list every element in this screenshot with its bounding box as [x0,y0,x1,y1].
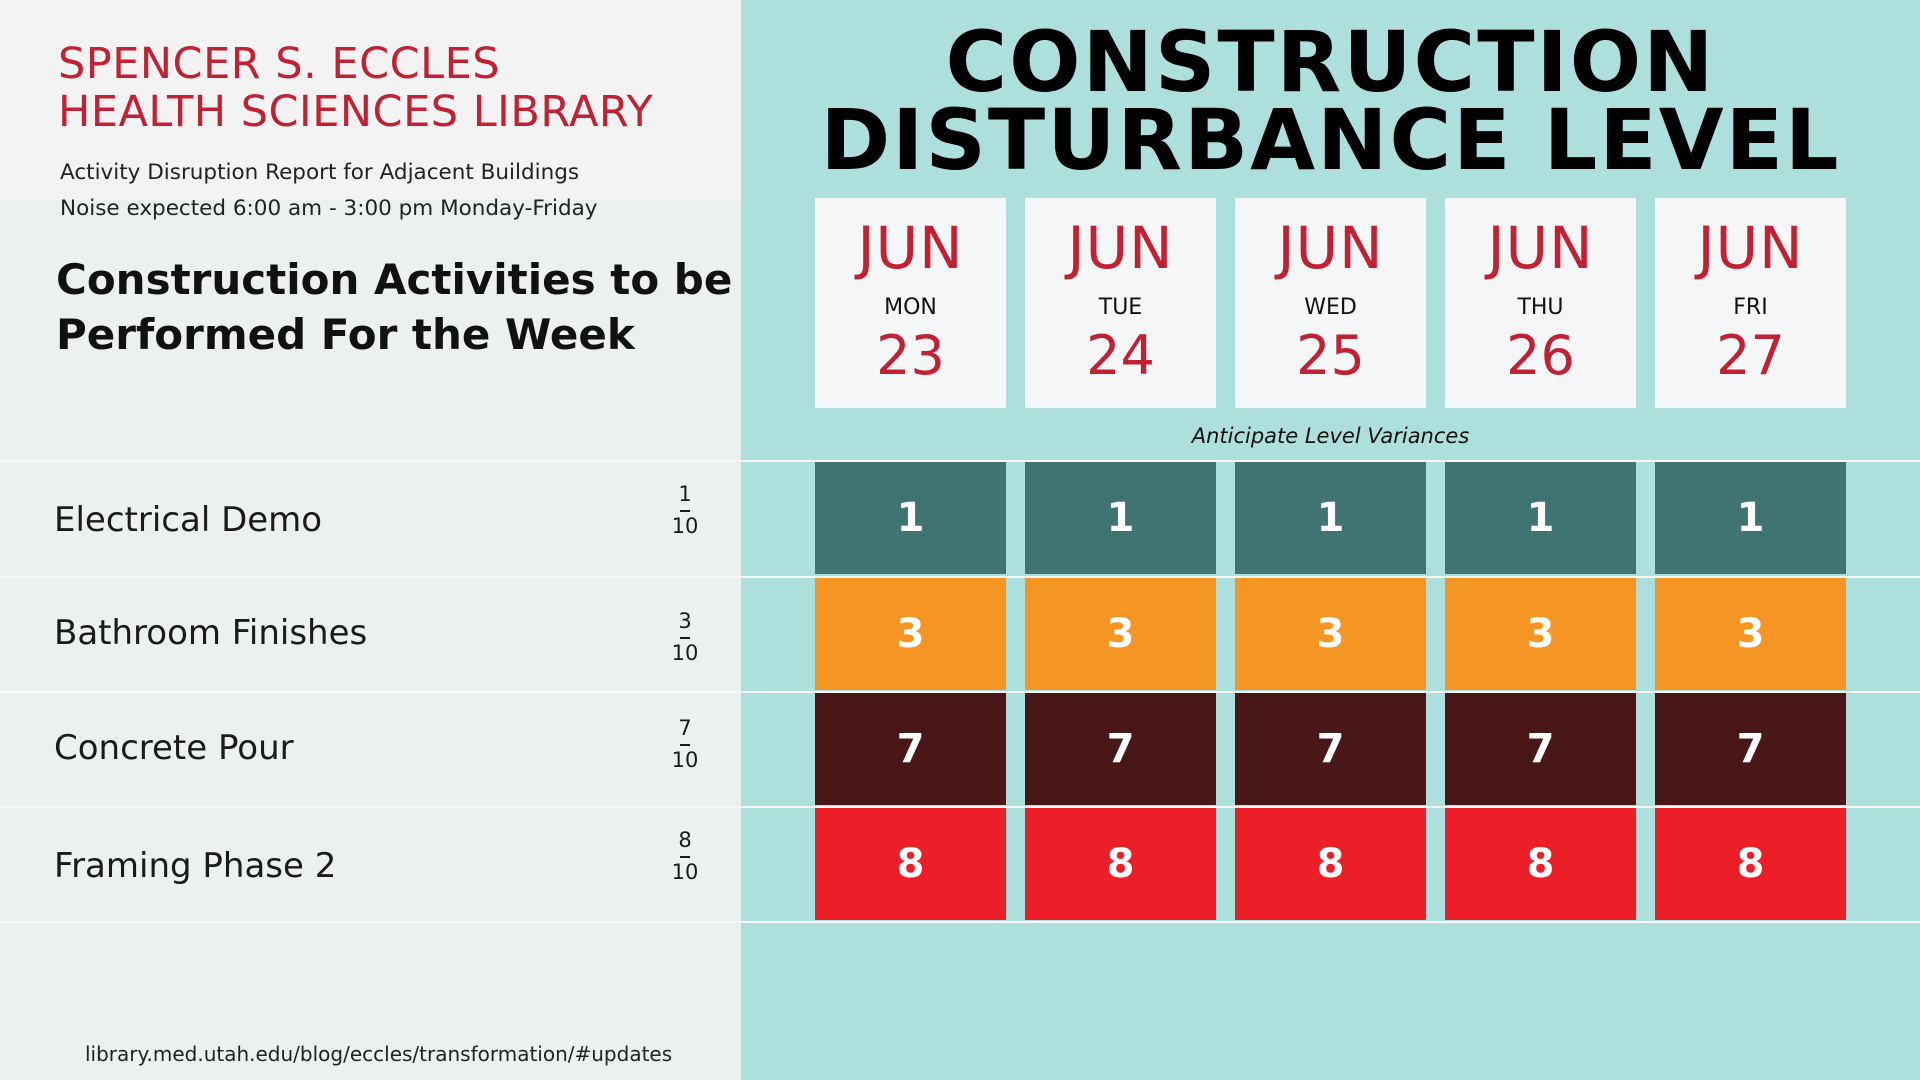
noise-schedule: Noise expected 6:00 am - 3:00 pm Monday-… [60,196,598,221]
page-title-line1: CONSTRUCTION [945,13,1716,111]
level-cell: 7 [1445,693,1636,805]
fraction-denominator: 10 [671,860,699,884]
fraction-numerator: 1 [678,482,692,506]
row-divider [0,576,1920,578]
left-header-panel [0,0,741,200]
level-cell: 7 [1025,693,1216,805]
activity-label: Bathroom Finishes [54,613,368,653]
fraction-denominator: 10 [671,641,699,665]
date-month: JUN [1277,214,1384,282]
level-cell: 7 [1235,693,1426,805]
date-weekday: TUE [1098,295,1143,320]
activities-heading-line2: Performed For the Week [56,310,635,359]
level-cell: 1 [1235,462,1426,574]
date-number: 24 [1086,324,1155,387]
level-cell: 8 [1025,808,1216,920]
level-cell: 1 [1025,462,1216,574]
date-card-thu: JUN THU 26 [1445,198,1636,408]
date-weekday: FRI [1733,295,1768,320]
level-cell: 3 [1025,578,1216,690]
page-title-line2: DISTURBANCE LEVEL [820,91,1841,189]
date-card-fri: JUN FRI 27 [1655,198,1846,408]
fraction-denominator: 10 [671,514,699,538]
fraction-bar [680,510,690,512]
level-cell: 7 [1655,693,1846,805]
disturbance-fraction: 1 10 [668,482,702,538]
row-divider [0,691,1920,693]
date-month: JUN [1067,214,1174,282]
level-cell: 1 [1655,462,1846,574]
level-cell: 8 [1655,808,1846,920]
level-cell: 3 [1235,578,1426,690]
level-cell: 3 [815,578,1006,690]
date-number: 26 [1506,324,1575,387]
date-weekday: MON [884,295,937,320]
date-weekday: THU [1517,295,1564,320]
date-month: JUN [1487,214,1594,282]
footer-url: library.med.utah.edu/blog/eccles/transfo… [85,1042,673,1066]
date-month: JUN [857,214,964,282]
level-cell: 1 [815,462,1006,574]
date-number: 27 [1716,324,1785,387]
date-month: JUN [1697,214,1804,282]
fraction-numerator: 8 [678,828,692,852]
variance-note: Anticipate Level Variances [1191,424,1470,448]
fraction-bar [680,744,690,746]
disturbance-fraction: 8 10 [668,828,702,884]
date-card-wed: JUN WED 25 [1235,198,1426,408]
library-name-line1: SPENCER S. ECCLES [58,39,501,89]
report-subtitle: Activity Disruption Report for Adjacent … [60,160,580,185]
library-name-line2: HEALTH SCIENCES LIBRARY [58,87,654,137]
fraction-bar [680,856,690,858]
level-cell: 8 [815,808,1006,920]
date-card-tue: JUN TUE 24 [1025,198,1216,408]
fraction-numerator: 3 [678,609,692,633]
fraction-denominator: 10 [671,748,699,772]
level-cell: 8 [1445,808,1636,920]
row-divider [0,460,1920,462]
disturbance-fraction: 7 10 [668,716,702,772]
activity-label: Electrical Demo [54,500,323,540]
row-divider [0,806,1920,808]
level-cell: 3 [1655,578,1846,690]
level-cell: 1 [1445,462,1636,574]
row-divider [0,921,1920,923]
date-number: 23 [876,324,945,387]
date-weekday: WED [1304,295,1357,320]
activity-label: Concrete Pour [54,728,294,768]
disturbance-fraction: 3 10 [668,609,702,665]
activities-heading-line1: Construction Activities to be [56,255,733,304]
fraction-numerator: 7 [678,716,692,740]
level-cell: 8 [1235,808,1426,920]
date-number: 25 [1296,324,1365,387]
level-cell: 7 [815,693,1006,805]
activity-label: Framing Phase 2 [54,846,337,886]
date-card-mon: JUN MON 23 [815,198,1006,408]
fraction-bar [680,637,690,639]
level-cell: 3 [1445,578,1636,690]
